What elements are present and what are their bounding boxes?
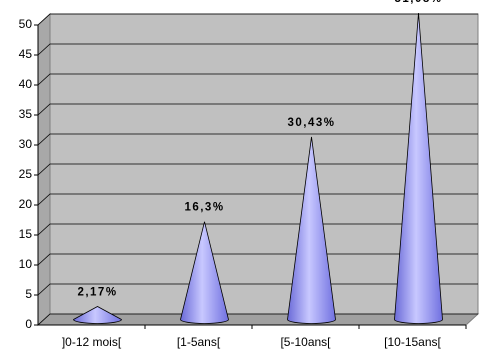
y-tick-label: 20 bbox=[19, 197, 33, 211]
grid-line bbox=[37, 253, 478, 266]
grid-line bbox=[37, 43, 478, 56]
x-tick-label: ]0-12 mois[ bbox=[62, 335, 122, 349]
grid-line bbox=[37, 283, 478, 296]
y-tick-label: 40 bbox=[19, 77, 33, 91]
cone bbox=[394, 12, 443, 324]
grid-line bbox=[37, 13, 478, 26]
value-label: 51,08% bbox=[394, 0, 442, 5]
cone bbox=[73, 306, 122, 324]
x-tick-label: [10-15ans[ bbox=[384, 335, 441, 349]
y-tick-label: 30 bbox=[19, 137, 33, 151]
y-tick-label: 10 bbox=[19, 257, 33, 271]
value-label: 16,3% bbox=[184, 202, 224, 214]
grid-line bbox=[37, 73, 478, 86]
cone bbox=[287, 136, 336, 324]
y-tick-label: 25 bbox=[19, 167, 33, 181]
y-tick-label: 0 bbox=[25, 317, 32, 331]
value-label: 30,43% bbox=[287, 117, 335, 129]
grid-line bbox=[37, 103, 478, 116]
y-tick-label: 50 bbox=[19, 17, 33, 31]
x-tick-label: [5-10ans[ bbox=[280, 335, 331, 349]
cone bbox=[180, 221, 229, 324]
x-tick-label: [1-5ans[ bbox=[177, 335, 221, 349]
grid-line bbox=[37, 163, 478, 176]
grid-line bbox=[37, 223, 478, 236]
y-tick-label: 45 bbox=[19, 47, 33, 61]
y-tick-label: 35 bbox=[19, 107, 33, 121]
y-tick-label: 15 bbox=[19, 227, 33, 241]
grid-line bbox=[37, 313, 478, 326]
value-label: 2,17% bbox=[77, 287, 117, 299]
grid-line bbox=[37, 133, 478, 146]
y-tick-label: 5 bbox=[25, 287, 32, 301]
grid-line bbox=[37, 193, 478, 206]
